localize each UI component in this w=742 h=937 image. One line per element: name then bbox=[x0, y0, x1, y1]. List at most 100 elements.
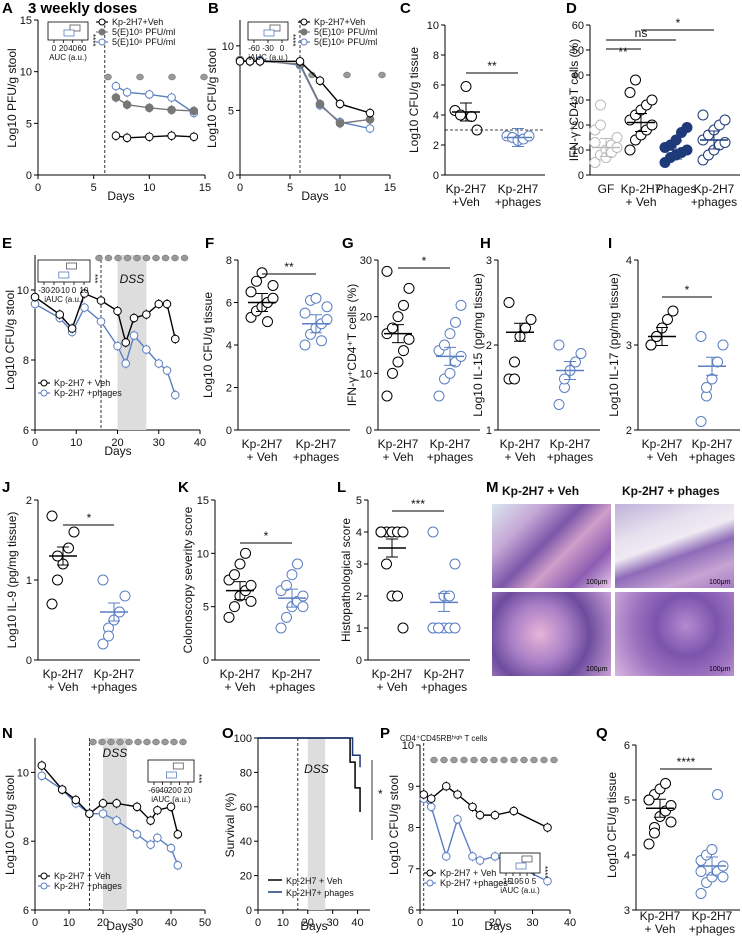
legend-entry: 5(E)10⁶ PFU/ml bbox=[314, 37, 377, 47]
x-tick-label: 15 bbox=[384, 182, 396, 194]
x-tick-label: 30 bbox=[526, 917, 538, 929]
data-point bbox=[681, 122, 693, 133]
data-point bbox=[503, 297, 515, 308]
group-label-D: + Veh bbox=[625, 195, 656, 209]
data-point bbox=[145, 90, 154, 99]
data-point bbox=[449, 558, 461, 570]
inset-significance: *** bbox=[194, 774, 203, 783]
data-point bbox=[154, 299, 164, 309]
phage-icon bbox=[500, 756, 508, 764]
data-point bbox=[223, 611, 235, 623]
data-point bbox=[167, 93, 176, 102]
y-tick-label: 0 bbox=[26, 170, 32, 182]
group-label-G: +phages bbox=[427, 450, 473, 464]
phage-icon bbox=[152, 254, 160, 262]
phage-icon bbox=[116, 738, 124, 746]
inset-box bbox=[263, 29, 275, 37]
histology-col-phages: Kp-2H7 + phages bbox=[622, 484, 720, 498]
data-point bbox=[98, 809, 108, 818]
x-axis-label-A: Days bbox=[107, 189, 134, 203]
y-axis-label-G: IFN-γ⁺CD4⁺T cells (%) bbox=[345, 284, 359, 406]
data-point bbox=[397, 622, 409, 634]
inset-x-label: iAUC (a.u.) bbox=[248, 53, 288, 62]
sig-mark: * bbox=[87, 511, 92, 525]
legend-entry: Kp-2H7+Veh bbox=[314, 17, 365, 27]
x-tick-label: 40 bbox=[194, 437, 206, 449]
y-tick-label: 0 bbox=[246, 905, 252, 917]
y-tick-label: 50 bbox=[572, 45, 584, 57]
legend-marker bbox=[426, 869, 434, 877]
phage-icon bbox=[152, 738, 160, 746]
group-label-D: +phages bbox=[691, 195, 737, 209]
group-label-Q: + Veh bbox=[644, 922, 675, 936]
data-point bbox=[229, 601, 240, 613]
data-point bbox=[85, 809, 94, 818]
data-point bbox=[166, 843, 176, 853]
data-point bbox=[167, 131, 176, 141]
group-label-J: + Veh bbox=[47, 680, 78, 694]
data-point bbox=[315, 76, 325, 86]
inset-significance: *** bbox=[90, 274, 99, 283]
phage-icon bbox=[180, 254, 189, 262]
phage-icon bbox=[490, 756, 498, 764]
data-point bbox=[455, 299, 467, 311]
y-tick-label: 6 bbox=[408, 905, 414, 917]
data-point bbox=[63, 542, 74, 554]
group-label-H: +phages bbox=[547, 450, 593, 464]
data-point bbox=[643, 794, 655, 806]
data-point bbox=[509, 806, 519, 816]
data-point bbox=[490, 810, 500, 820]
group-label-K: Kp-2H7 bbox=[220, 667, 261, 681]
phage-icon bbox=[133, 254, 141, 262]
data-point bbox=[321, 301, 333, 313]
data-point bbox=[611, 132, 623, 143]
data-point bbox=[523, 130, 535, 142]
y-axis-label-O: Survival (%) bbox=[223, 793, 237, 858]
data-point bbox=[297, 601, 309, 613]
data-point bbox=[475, 856, 485, 865]
data-point bbox=[262, 316, 273, 328]
data-point bbox=[662, 314, 673, 325]
legend-marker bbox=[98, 38, 106, 46]
data-point bbox=[719, 114, 731, 126]
y-tick-label: 20 bbox=[240, 871, 252, 883]
group-label-L: Kp-2H7 bbox=[372, 667, 413, 681]
data-point bbox=[695, 331, 707, 342]
y-tick-label: 3 bbox=[626, 340, 632, 352]
data-point bbox=[146, 816, 155, 825]
data-point bbox=[166, 802, 176, 812]
y-axis-label-H: Log10 IL-15 (pg/mg tissue) bbox=[471, 273, 485, 416]
data-point bbox=[509, 356, 520, 368]
data-point bbox=[427, 526, 439, 538]
data-point bbox=[387, 367, 398, 379]
inset-tick-label: -60 bbox=[248, 44, 260, 53]
data-point bbox=[113, 341, 122, 351]
inset-tick-label: -20 bbox=[48, 286, 60, 295]
data-point bbox=[392, 311, 404, 323]
data-point bbox=[449, 622, 461, 634]
legend-entry: 5(E)10⁵ PFU/ml bbox=[112, 27, 175, 37]
data-point bbox=[122, 100, 132, 110]
data-point bbox=[589, 157, 601, 168]
data-point bbox=[153, 833, 162, 843]
x-tick-label: 50 bbox=[199, 917, 211, 929]
phage-icon bbox=[550, 756, 558, 764]
data-point bbox=[665, 816, 677, 828]
sig-mark: **** bbox=[677, 755, 696, 769]
panel-label-O: O bbox=[222, 725, 234, 742]
legend-marker bbox=[40, 379, 48, 387]
data-point bbox=[173, 830, 183, 839]
group-label-G: Kp-2H7 bbox=[430, 437, 471, 451]
legend-entry: Kp-2H7 +phages bbox=[440, 878, 508, 888]
data-point bbox=[234, 558, 246, 570]
y-axis-label-N: Log10 CFU/g stool bbox=[3, 775, 17, 875]
group-label-C: Kp-2H7 bbox=[498, 182, 539, 196]
phage-icon bbox=[134, 738, 142, 746]
inset-box bbox=[63, 29, 75, 37]
data-point bbox=[468, 802, 477, 812]
data-point bbox=[129, 331, 139, 340]
data-point bbox=[403, 282, 415, 294]
phage-icon bbox=[378, 71, 386, 79]
panel-label-E: E bbox=[2, 235, 12, 252]
scale-bar-label: 100μm bbox=[709, 579, 731, 586]
